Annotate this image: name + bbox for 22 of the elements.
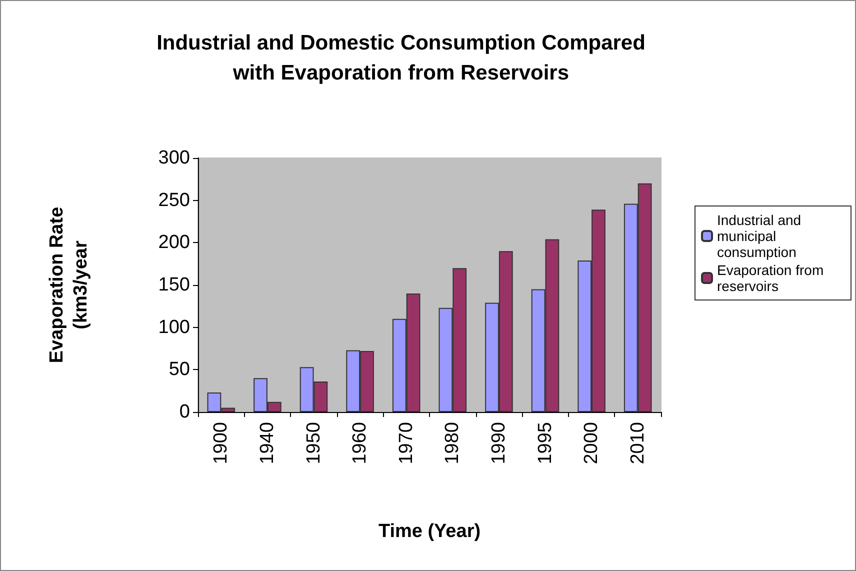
x-tick-label: 1990 [488,422,510,464]
y-tick-label: 250 [158,190,190,211]
y-tick-label: 100 [158,316,190,338]
legend-label: Evaporation from reservoirs [717,262,828,294]
y-tick-label: 300 [158,148,190,168]
x-tick-label: 1970 [396,422,417,464]
x-tick-label: 1900 [210,422,232,464]
x-tick-label: 2000 [581,422,602,464]
y-tick-label: 200 [158,232,190,254]
y-tick-label: 150 [158,274,190,296]
x-axis-title: Time (Year) [378,521,481,542]
x-tick-label: 2010 [627,422,648,464]
y-tick-label: 50 [168,359,190,380]
x-tick-label: 1995 [534,422,556,464]
x-tick-label: 1960 [350,422,371,464]
y-axis-title: Evaporation Rate (km3/year [46,206,92,364]
legend-label: Industrial and municipal consumption [717,212,805,260]
x-tick-label: 1940 [256,422,278,464]
y-tick-label: 0 [179,402,190,422]
chart-title: Industrial and Domestic Consumption Compared with Evaporation from Reservoirs [156,32,646,84]
x-tick-label: 1980 [442,422,464,464]
x-tick-label: 1950 [303,422,324,464]
